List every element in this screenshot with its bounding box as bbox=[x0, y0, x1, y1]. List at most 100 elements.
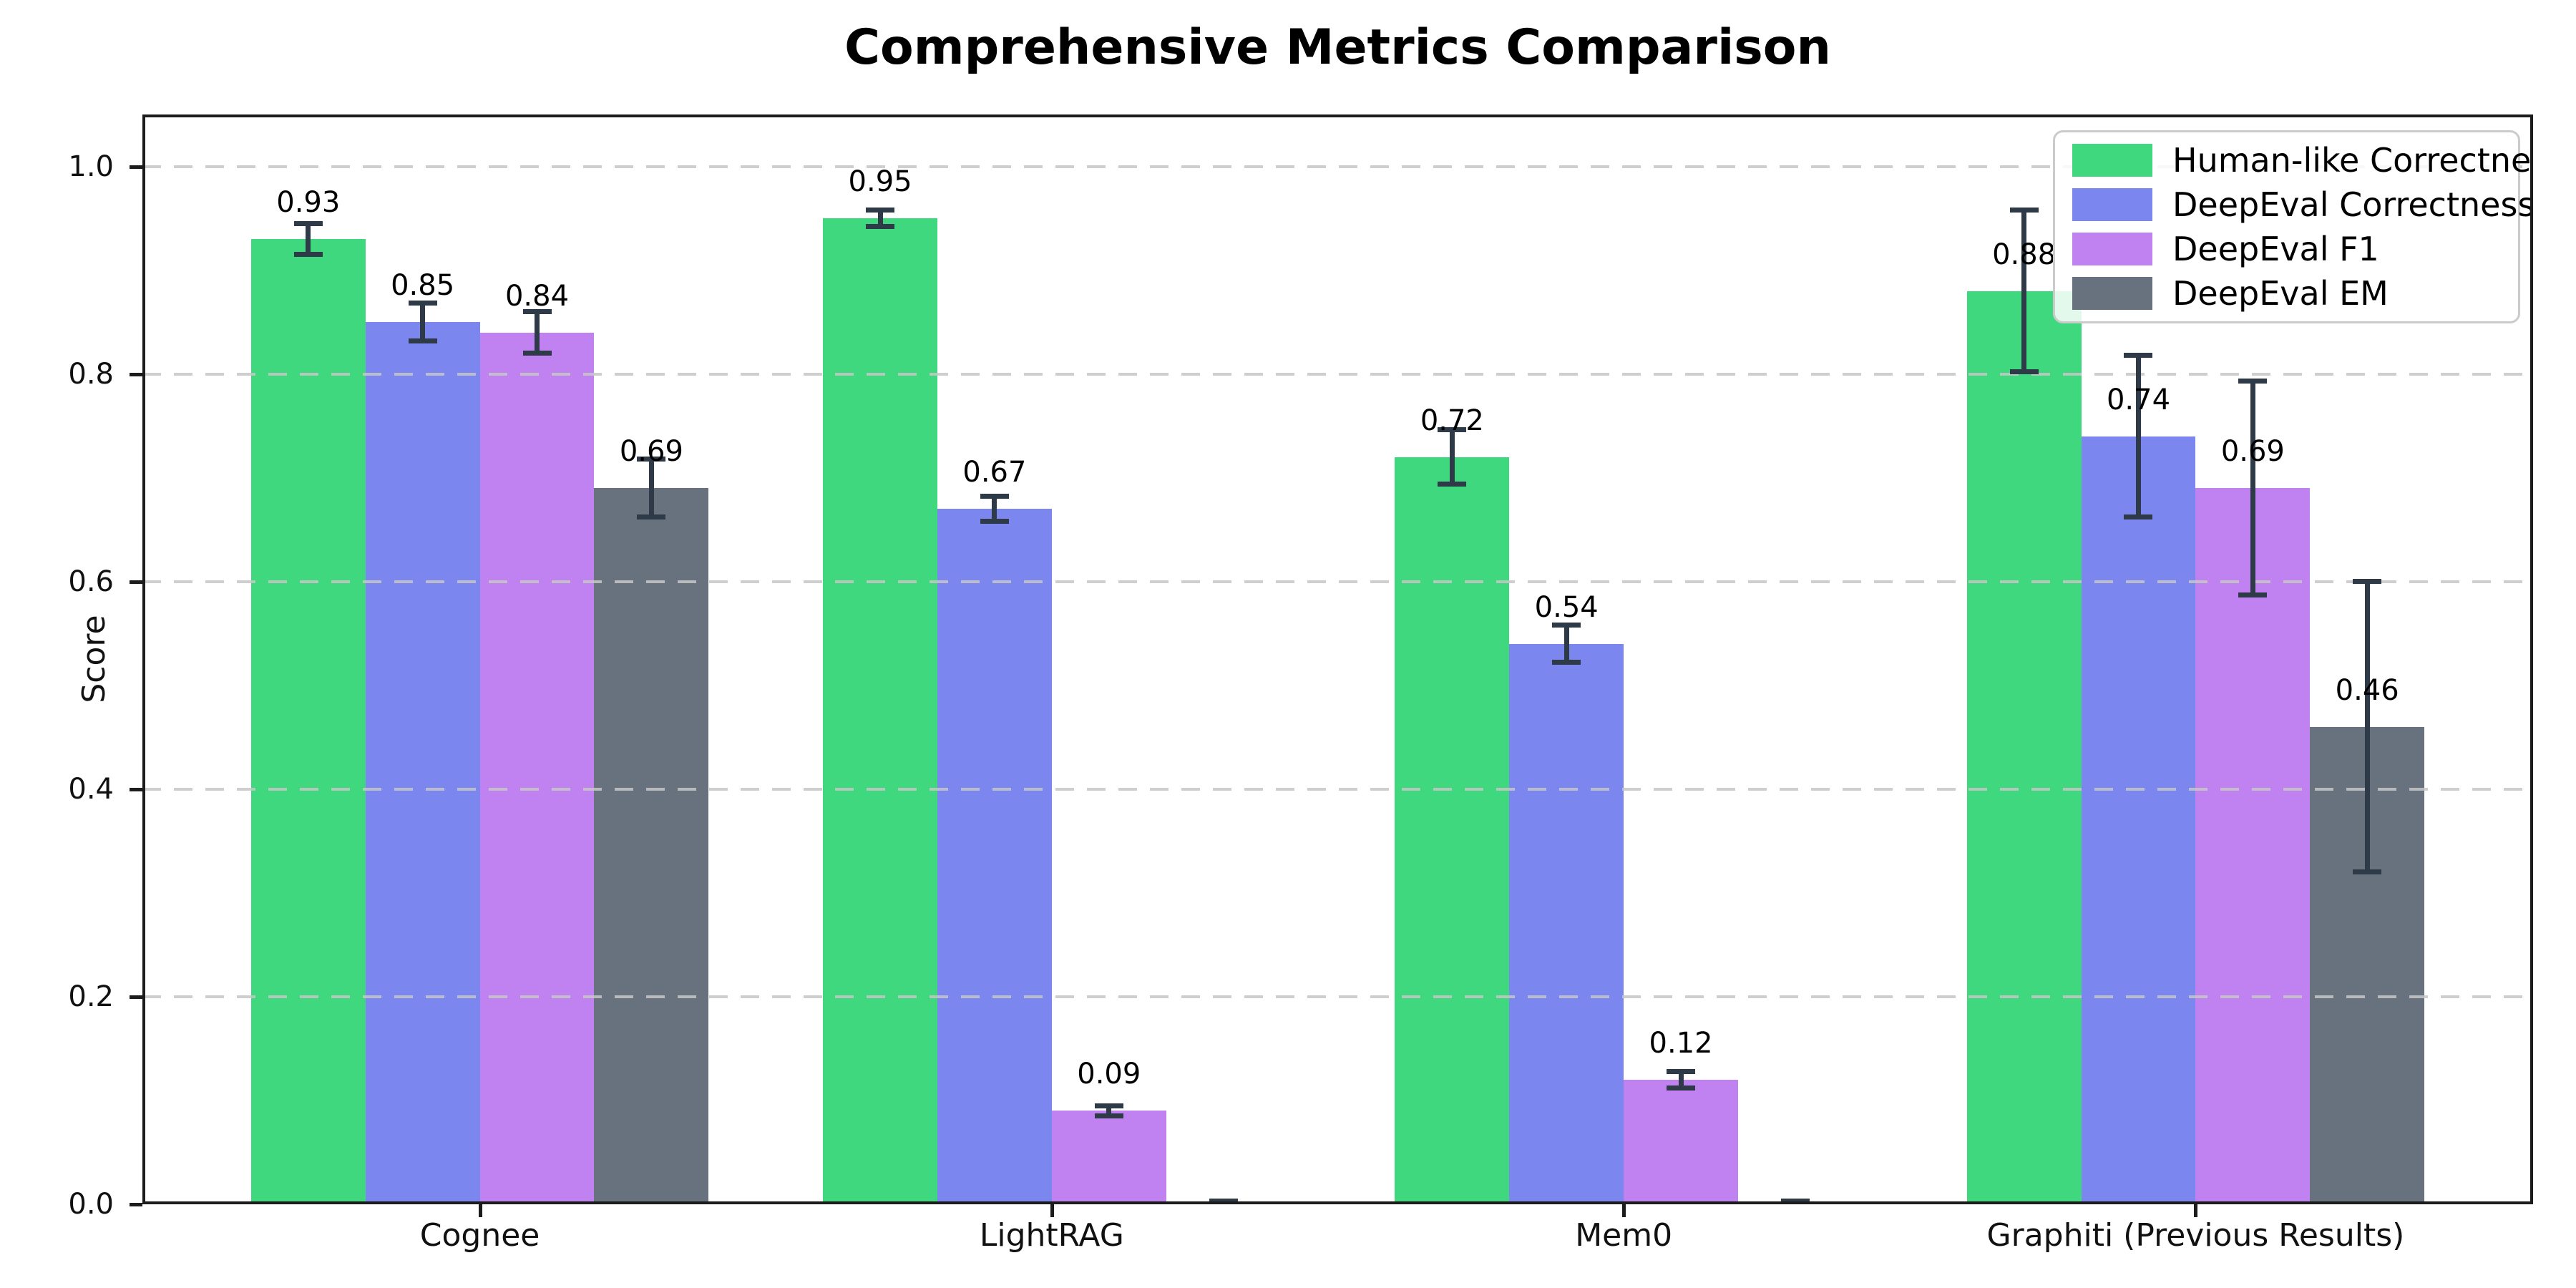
error-bar-cap-top bbox=[2124, 353, 2153, 358]
error-bar-cap-bottom bbox=[408, 338, 437, 343]
gridline bbox=[142, 787, 2533, 791]
x-tick-label: LightRAG bbox=[979, 1217, 1124, 1254]
error-bar-cap-top bbox=[1667, 1068, 1696, 1074]
error-bar-cap-bottom bbox=[980, 519, 1009, 525]
bar bbox=[1624, 1079, 1738, 1204]
legend-item: Human-like Correctness bbox=[2072, 138, 2533, 182]
error-bar-cap-top bbox=[2353, 579, 2382, 585]
error-bar-cap-top bbox=[293, 220, 323, 226]
gridline bbox=[142, 580, 2533, 583]
gridline bbox=[142, 372, 2533, 376]
plot-area: 0.93 0.95 0.72 0.88 0.85 0.67 0.54 0.74 0.84 0.09… bbox=[142, 114, 2533, 1204]
y-tick-mark bbox=[130, 165, 142, 169]
bar bbox=[594, 488, 709, 1204]
bar-value-label: 0.88 bbox=[1992, 238, 2057, 271]
bar bbox=[1051, 1111, 1166, 1204]
axis-spine-right bbox=[2530, 114, 2533, 1204]
bar-value-label: 0.74 bbox=[2106, 383, 2171, 416]
error-bar-cap-bottom bbox=[2238, 592, 2268, 598]
bar-value-label: 0.09 bbox=[1077, 1058, 1141, 1091]
error-bar-cap-top bbox=[1209, 1199, 1238, 1204]
error-bar-cap-bottom bbox=[293, 252, 323, 258]
legend-label: Human-like Correctness bbox=[2172, 141, 2533, 180]
chart-title: Comprehensive Metrics Comparison bbox=[844, 19, 1831, 76]
y-tick-label: 1.0 bbox=[68, 150, 114, 183]
x-tick-mark bbox=[1622, 1204, 1626, 1217]
legend-item: DeepEval EM bbox=[2072, 271, 2501, 316]
bar-value-label: 0.93 bbox=[276, 186, 341, 220]
bar-value-label: 0.72 bbox=[1420, 404, 1484, 437]
error-bar-cap-bottom bbox=[2353, 869, 2382, 875]
x-tick-mark bbox=[2194, 1204, 2198, 1217]
bar-value-label: 0.85 bbox=[391, 269, 455, 303]
error-bar-cap-bottom bbox=[1438, 481, 1467, 487]
error-bar-cap-top bbox=[1552, 623, 1581, 628]
bar bbox=[365, 322, 480, 1204]
bar-value-label: 0.69 bbox=[2220, 435, 2285, 469]
error-bar-cap-top bbox=[1780, 1199, 1810, 1204]
legend-label: DeepEval EM bbox=[2172, 274, 2389, 313]
bar bbox=[937, 509, 1052, 1204]
legend-swatch bbox=[2072, 233, 2152, 265]
error-bar-line bbox=[306, 223, 311, 255]
error-bar-cap-bottom bbox=[1094, 1113, 1123, 1119]
error-bar-line bbox=[535, 311, 540, 353]
bar-value-label: 0.46 bbox=[2335, 673, 2399, 707]
bar bbox=[1966, 291, 2082, 1204]
error-bar-cap-top bbox=[1094, 1103, 1123, 1108]
legend: Human-like Correctness DeepEval Correctne… bbox=[2053, 130, 2533, 323]
y-tick-label: 0.0 bbox=[68, 1188, 114, 1221]
error-bar-cap-top bbox=[2009, 207, 2039, 213]
axis-spine-top bbox=[142, 114, 2533, 117]
gridline bbox=[142, 995, 2533, 998]
bar bbox=[823, 218, 937, 1204]
legend-item: DeepEval F1 bbox=[2072, 227, 2501, 271]
error-bar-line bbox=[1106, 1106, 1112, 1116]
y-tick-mark bbox=[130, 580, 142, 584]
error-bar-cap-top bbox=[2238, 379, 2268, 384]
axis-spine-bottom bbox=[142, 1201, 2533, 1204]
legend-item: DeepEval Correctness bbox=[2072, 182, 2533, 227]
error-bar-cap-top bbox=[980, 494, 1009, 499]
bar bbox=[1509, 643, 1624, 1204]
bar-value-label: 0.54 bbox=[1534, 590, 1599, 624]
error-bar-line bbox=[1678, 1071, 1684, 1088]
legend-swatch bbox=[2072, 188, 2152, 221]
error-bar-cap-top bbox=[866, 207, 895, 213]
error-bar-cap-bottom bbox=[1667, 1085, 1696, 1091]
x-tick-mark bbox=[478, 1204, 482, 1217]
gridline bbox=[142, 165, 2533, 168]
error-bar-line bbox=[877, 210, 883, 227]
error-bar-cap-bottom bbox=[522, 351, 552, 356]
bar bbox=[2081, 436, 2196, 1204]
bar-value-label: 0.95 bbox=[848, 165, 912, 199]
error-bar-line bbox=[420, 303, 426, 341]
error-bar-cap-top bbox=[1438, 427, 1467, 433]
error-bar-line bbox=[1563, 625, 1569, 663]
y-tick-label: 0.2 bbox=[68, 980, 114, 1013]
bar-value-label: 0.67 bbox=[962, 456, 1027, 489]
y-tick-label: 0.6 bbox=[68, 565, 114, 598]
error-bar-line bbox=[992, 496, 997, 522]
error-bar-line bbox=[1449, 429, 1455, 484]
y-tick-mark bbox=[130, 372, 142, 376]
error-bar-cap-top bbox=[637, 457, 666, 462]
error-bar-cap-bottom bbox=[1552, 660, 1581, 665]
error-bar-cap-top bbox=[522, 309, 552, 315]
error-bar-line bbox=[2364, 581, 2370, 872]
legend-swatch bbox=[2072, 144, 2152, 177]
y-tick-mark bbox=[130, 995, 142, 999]
legend-label: DeepEval F1 bbox=[2172, 230, 2379, 268]
error-bar-cap-bottom bbox=[637, 514, 666, 520]
y-tick-mark bbox=[130, 1203, 142, 1206]
error-bar-cap-bottom bbox=[2124, 514, 2153, 520]
error-bar-cap-top bbox=[408, 301, 437, 306]
legend-label: DeepEval Correctness bbox=[2172, 185, 2533, 224]
bar bbox=[250, 239, 366, 1204]
y-axis-label: Score bbox=[76, 615, 112, 703]
x-tick-label: Cognee bbox=[419, 1217, 540, 1254]
bar-value-label: 0.12 bbox=[1649, 1026, 1713, 1060]
y-tick-label: 0.8 bbox=[68, 357, 114, 391]
y-tick-mark bbox=[130, 787, 142, 791]
